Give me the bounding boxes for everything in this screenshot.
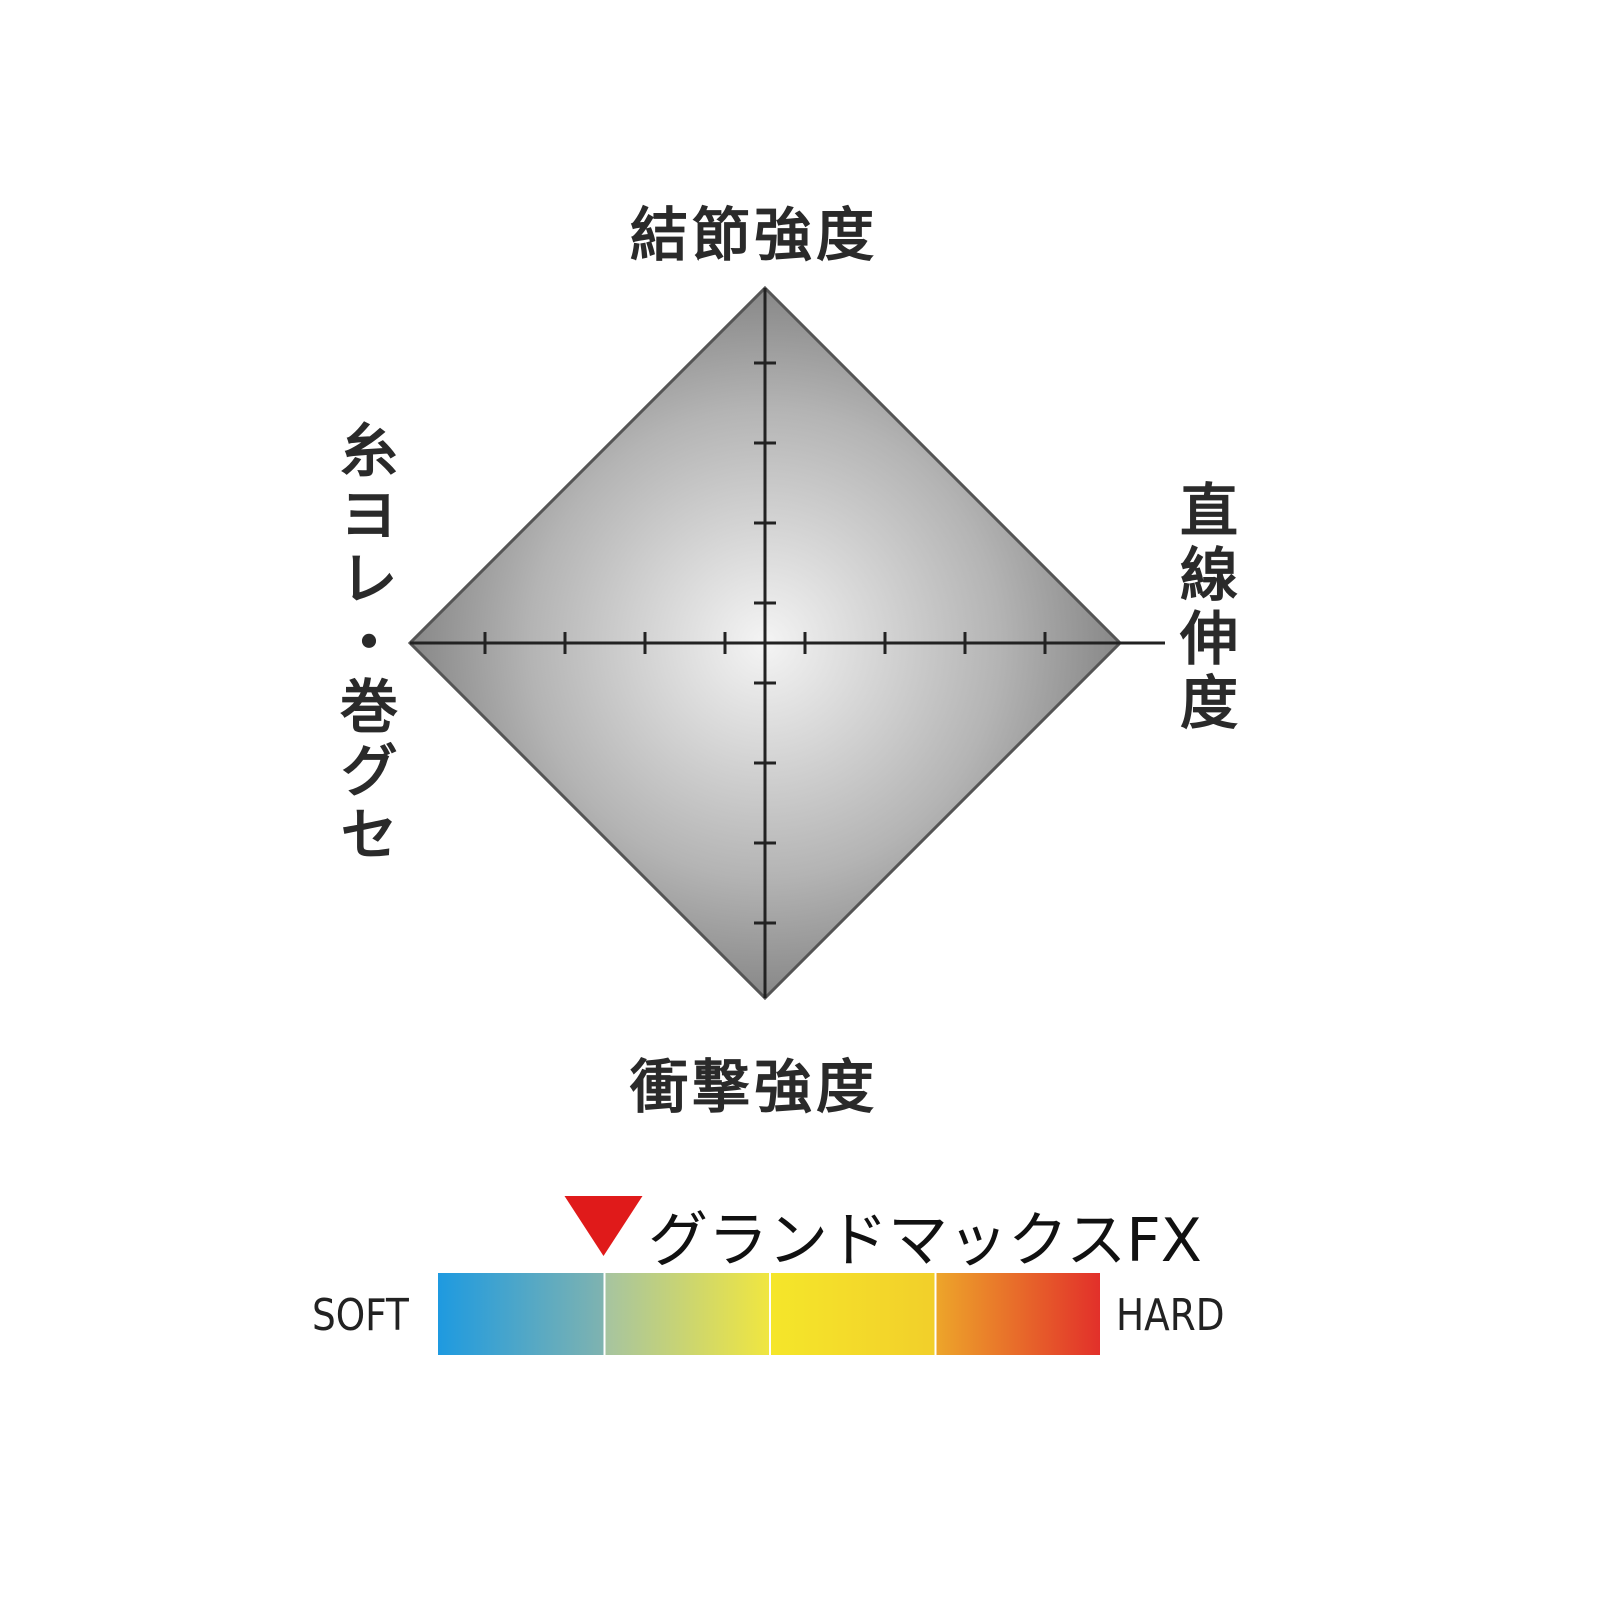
marker-triangle-icon	[564, 1196, 643, 1256]
scale-segment	[438, 1273, 604, 1355]
scale-segment	[605, 1273, 769, 1355]
axis-label-right: 直線伸度	[1170, 480, 1238, 736]
product-label: グランドマックスFX	[648, 1206, 1202, 1276]
axis-label-left: 糸ヨレ・巻グセ	[330, 420, 398, 868]
axis-label-top: 結節強度	[630, 201, 879, 269]
axis-label-bottom: 衝撃強度	[630, 1053, 879, 1121]
soft-label: SOFT	[312, 1290, 409, 1341]
scale-segment	[936, 1273, 1100, 1355]
hard-label: HARD	[1116, 1290, 1225, 1341]
scale-segment	[771, 1273, 935, 1355]
